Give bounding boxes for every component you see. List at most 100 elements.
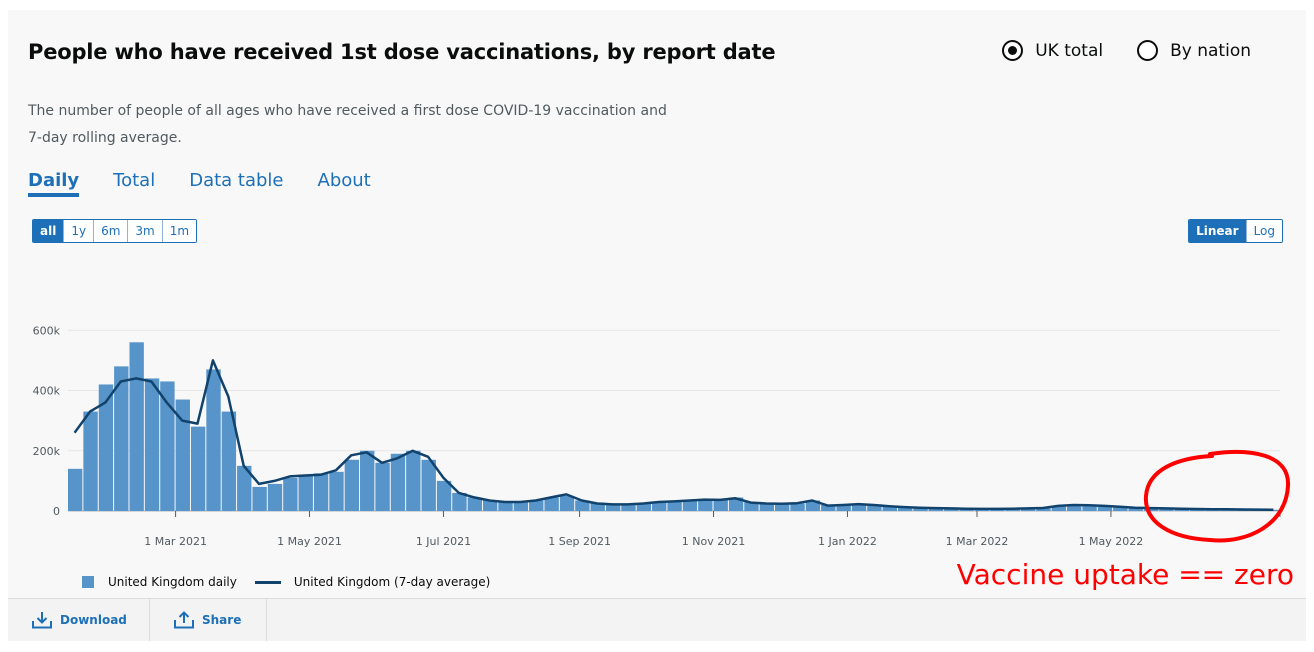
x-tick-label: 1 Jul 2021 <box>416 535 471 548</box>
share-icon <box>174 611 194 629</box>
bar-daily <box>682 500 698 511</box>
bar-daily <box>790 503 805 511</box>
bar-daily <box>360 450 375 511</box>
tab-total[interactable]: Total <box>113 170 156 191</box>
tab-daily[interactable]: Daily <box>28 170 80 197</box>
bar-daily <box>882 505 897 511</box>
annotation-text: Vaccine uptake == zero <box>956 558 1294 591</box>
time-range-selector: all 1y 6m 3m 1m <box>32 219 198 243</box>
tab-about[interactable]: About <box>317 170 371 191</box>
bar-daily <box>390 453 406 511</box>
bar-daily <box>375 462 390 511</box>
x-tick-label: 1 Mar 2022 <box>946 535 1009 548</box>
line-7-day-average <box>73 359 1274 512</box>
tab-bar: Daily Total Data table About <box>28 170 405 197</box>
bar-daily <box>667 501 682 511</box>
bar-daily <box>267 483 283 511</box>
bar-daily <box>1143 507 1159 511</box>
download-icon <box>32 611 52 629</box>
radio-by-nation[interactable]: By nation <box>1137 40 1251 61</box>
range-6m-button[interactable]: 6m <box>93 220 128 242</box>
bar-daily <box>237 465 252 511</box>
range-1y-button[interactable]: 1y <box>63 220 94 242</box>
bar-daily <box>621 504 636 511</box>
y-tick-label: 600k <box>33 324 61 337</box>
bar-daily <box>1128 507 1143 511</box>
chart-legend: United Kingdom daily United Kingdom (7-d… <box>82 575 490 589</box>
scale-log-button[interactable]: Log <box>1245 220 1282 242</box>
view-toggle: UK total By nation <box>1002 40 1251 61</box>
bar-daily <box>836 504 851 511</box>
bar-daily <box>452 492 467 511</box>
bar-daily <box>605 504 621 511</box>
bar-daily <box>252 486 267 511</box>
radio-label: By nation <box>1170 40 1251 61</box>
card-title: People who have received 1st dose vaccin… <box>28 40 776 64</box>
share-button[interactable]: Share <box>150 599 267 641</box>
x-tick-label: 1 May 2022 <box>1079 535 1144 548</box>
bar-daily <box>805 500 821 511</box>
bar-daily <box>1082 504 1097 511</box>
bar-daily <box>1020 508 1036 511</box>
share-label: Share <box>202 613 242 627</box>
bar-daily <box>283 477 298 511</box>
bar-daily <box>436 480 452 511</box>
bar-daily <box>821 504 836 511</box>
card-footer: Download Share <box>8 598 1306 641</box>
vaccination-chart: 0 200k 400k 600k 1 Mar 2021 1 May 2021 1 Jul 2… <box>33 324 1282 548</box>
bar-daily <box>513 502 529 511</box>
download-label: Download <box>60 613 127 627</box>
y-tick-label: 200k <box>33 445 61 458</box>
bar-daily <box>913 507 928 511</box>
bar-daily <box>897 506 913 511</box>
bar-daily <box>175 399 190 511</box>
x-tick-label: 1 Sep 2021 <box>548 535 611 548</box>
bar-daily <box>406 450 421 511</box>
x-tick-label: 1 Mar 2021 <box>144 535 207 548</box>
bar-daily <box>575 500 590 511</box>
range-all-button[interactable]: all <box>33 220 64 242</box>
range-3m-button[interactable]: 3m <box>127 220 162 242</box>
bar-daily <box>636 503 652 511</box>
bar-daily <box>867 504 882 511</box>
bar-daily <box>421 459 436 511</box>
range-1m-button[interactable]: 1m <box>161 220 197 242</box>
download-button[interactable]: Download <box>8 599 150 641</box>
card-description: The number of people of all ages who hav… <box>28 103 667 146</box>
scale-linear-button[interactable]: Linear <box>1189 220 1246 242</box>
y-tick-label: 0 <box>53 505 60 518</box>
bar-daily <box>313 473 329 511</box>
bar-daily <box>713 499 728 511</box>
bar-daily <box>1266 509 1282 511</box>
bar-daily <box>1051 506 1067 511</box>
bar-daily <box>529 500 544 511</box>
bar-daily <box>744 501 759 511</box>
bar-daily <box>329 471 344 511</box>
bar-daily <box>559 495 575 511</box>
bar-daily <box>206 369 221 511</box>
y-tick-label: 400k <box>33 385 61 398</box>
bar-daily <box>160 381 175 511</box>
bar-daily <box>129 342 144 511</box>
bar-daily <box>1113 506 1128 511</box>
x-tick-label: 1 Jan 2022 <box>818 535 877 548</box>
bar-daily <box>190 426 206 511</box>
bar-daily <box>498 501 513 511</box>
red-circle-annotation <box>1143 450 1291 543</box>
bar-daily <box>1067 504 1082 511</box>
bar-daily <box>83 411 98 511</box>
bar-daily <box>728 497 744 511</box>
bar-daily <box>698 499 713 511</box>
bar-daily <box>467 497 482 511</box>
bar-daily <box>98 384 114 511</box>
bar-daily <box>298 474 313 511</box>
bar-daily <box>590 502 605 511</box>
radio-unchecked-icon[interactable] <box>1137 40 1159 61</box>
legend-daily-label: United Kingdom daily <box>108 575 237 589</box>
legend-average-swatch <box>254 580 281 584</box>
tab-data-table[interactable]: Data table <box>189 170 284 191</box>
radio-checked-icon[interactable] <box>1002 40 1024 61</box>
radio-uk-total[interactable]: UK total <box>1002 40 1103 61</box>
bar-daily <box>851 503 867 511</box>
radio-label: UK total <box>1035 40 1104 61</box>
